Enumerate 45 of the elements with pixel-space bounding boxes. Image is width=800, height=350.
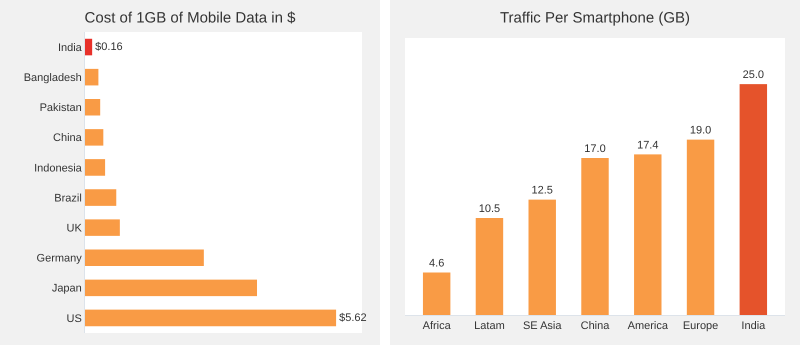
bar [528, 200, 556, 315]
data-label: $5.62 [339, 312, 367, 324]
bar [476, 218, 504, 315]
y-tick-label: China [53, 132, 83, 144]
x-tick-label: Europe [682, 320, 718, 332]
y-tick-label: Germany [36, 252, 82, 265]
data-label: 25.0 [742, 69, 764, 82]
data-label: 17.0 [584, 143, 606, 156]
y-tick-label: Indonesia [34, 162, 83, 174]
bar [686, 140, 714, 315]
x-tick-label: China [580, 320, 610, 332]
data-label: 12.5 [532, 184, 553, 197]
chart-title: Cost of 1GB of Mobile Data in $ [84, 10, 296, 27]
bar [85, 68, 98, 86]
bar [85, 98, 100, 116]
x-tick-label: India [741, 320, 766, 332]
bar [85, 249, 204, 266]
bar [85, 219, 120, 236]
bar [85, 280, 258, 296]
data-label: $0.16 [95, 41, 123, 54]
bar [85, 189, 116, 206]
bar [581, 158, 609, 315]
y-tick-label: Bangladesh [24, 72, 82, 84]
x-tick-label: America [628, 320, 669, 332]
y-tick-label: India [58, 42, 83, 54]
bar [422, 272, 450, 315]
bar [740, 84, 768, 315]
y-tick-label: Brazil [54, 192, 82, 204]
y-tick-label: UK [66, 222, 82, 234]
bar [85, 38, 92, 56]
y-tick-label: Japan [52, 282, 82, 295]
data-label: 4.6 [429, 258, 444, 270]
bar [85, 159, 106, 176]
x-tick-label: Latam [474, 320, 505, 332]
x-tick-label: SE Asia [522, 320, 562, 332]
data-label: 10.5 [478, 203, 500, 216]
y-tick-label: Pakistan [40, 102, 82, 114]
data-label: 19.0 [690, 124, 712, 137]
bar [85, 129, 104, 146]
x-tick-label: Africa [422, 320, 452, 332]
bar [634, 154, 662, 315]
y-tick-label: US [66, 312, 82, 325]
data-label: 17.4 [637, 139, 658, 152]
chart-title: Traffic Per Smartphone (GB) [500, 10, 690, 27]
bar [85, 310, 336, 326]
